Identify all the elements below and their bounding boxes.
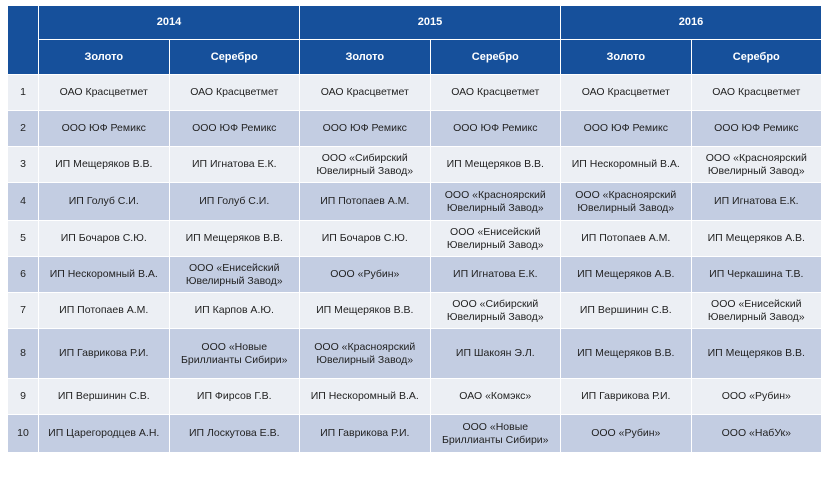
metal-header-silver: Серебро: [168, 39, 301, 75]
rank-column-header: [7, 5, 39, 75]
company-cell: ИП Нескоромный В.А.: [38, 256, 170, 293]
company-cell: ООО ЮФ Ремикс: [429, 110, 562, 147]
company-cell: ИП Бочаров С.Ю.: [299, 220, 431, 257]
table-row: 10 ИП Царегородцев А.Н. ИП Лоскутова Е.В. И…: [7, 414, 823, 453]
company-cell: ООО «Рубин»: [690, 378, 823, 415]
company-cell: ОАО Красцветмет: [429, 74, 562, 111]
metal-header-gold: Золото: [38, 39, 170, 75]
company-cell: ИП Мещеряков В.В.: [168, 220, 301, 257]
company-cell: ИП Шакоян Э.Л.: [429, 328, 562, 379]
rank-number-cell: 9: [7, 378, 39, 415]
metal-header-silver: Серебро: [690, 39, 823, 75]
company-cell: ООО «Красноярский Ювелирный Завод»: [299, 328, 431, 379]
company-cell: ООО «Енисейский Ювелирный Завод»: [429, 220, 562, 257]
company-cell: ОАО Красцветмет: [690, 74, 823, 111]
company-cell: ООО «Рубин»: [299, 256, 431, 293]
company-cell: ИП Карпов А.Ю.: [168, 292, 301, 329]
company-cell: ОАО «Комэкс»: [429, 378, 562, 415]
company-cell: ИП Игнатова Е.К.: [429, 256, 562, 293]
company-cell: ИП Фирсов Г.В.: [168, 378, 301, 415]
company-cell: ООО ЮФ Ремикс: [168, 110, 301, 147]
table-row: 7 ИП Потопаев А.М. ИП Карпов А.Ю. ИП Мещеря…: [7, 292, 823, 329]
company-cell: ИП Мещеряков А.В.: [560, 256, 692, 293]
company-cell: ООО «Рубин»: [560, 414, 692, 453]
company-cell: ИП Игнатова Е.К.: [168, 146, 301, 183]
company-cell: ООО «Сибирский Ювелирный Завод»: [429, 292, 562, 329]
company-cell: ИП Гаврикова Р.И.: [560, 378, 692, 415]
company-cell: ОАО Красцветмет: [38, 74, 170, 111]
table-header: 2014 2015 2016 Золото Серебро Золото Сер…: [7, 5, 823, 75]
company-cell: ИП Потопаев А.М.: [38, 292, 170, 329]
company-cell: ООО «Новые Бриллианты Сибири»: [429, 414, 562, 453]
company-cell: ООО «Новые Бриллианты Сибири»: [168, 328, 301, 379]
rank-number-cell: 7: [7, 292, 39, 329]
company-cell: ИП Мещеряков В.В.: [299, 292, 431, 329]
company-cell: ООО «НабУк»: [690, 414, 823, 453]
company-cell: ООО ЮФ Ремикс: [560, 110, 692, 147]
metal-header-gold: Золото: [299, 39, 431, 75]
company-cell: ИП Потопаев А.М.: [560, 220, 692, 257]
rank-number-cell: 3: [7, 146, 39, 183]
company-cell: ОАО Красцветмет: [168, 74, 301, 111]
company-cell: ИП Мещеряков А.В.: [690, 220, 823, 257]
company-cell: ИП Бочаров С.Ю.: [38, 220, 170, 257]
table-row: 4 ИП Голуб С.И. ИП Голуб С.И. ИП Потопаев А…: [7, 182, 823, 221]
company-cell: ИП Нескоромный В.А.: [299, 378, 431, 415]
table-body: 1 ОАО Красцветмет ОАО Красцветмет ОАО Красц…: [7, 74, 823, 453]
company-cell: ООО «Сибирский Ювелирный Завод»: [299, 146, 431, 183]
rank-number-cell: 2: [7, 110, 39, 147]
rank-number-cell: 6: [7, 256, 39, 293]
company-cell: ИП Лоскутова Е.В.: [168, 414, 301, 453]
rank-number-cell: 10: [7, 414, 39, 453]
year-header-2015: 2015: [299, 5, 562, 40]
rank-number-cell: 5: [7, 220, 39, 257]
company-cell: ООО «Красноярский Ювелирный Завод»: [560, 182, 692, 221]
company-cell: ИП Мещеряков В.В.: [560, 328, 692, 379]
company-cell: ИП Вершинин С.В.: [560, 292, 692, 329]
year-header-2014: 2014: [37, 5, 301, 40]
company-cell: ИП Потопаев А.М.: [299, 182, 431, 221]
company-cell: ИП Гаврикова Р.И.: [38, 328, 170, 379]
table-row: 1 ОАО Красцветмет ОАО Красцветмет ОАО Красц…: [7, 74, 823, 111]
company-cell: ИП Игнатова Е.К.: [690, 182, 823, 221]
metal-header-row: Золото Серебро Золото Серебро Золото Сер…: [8, 39, 823, 75]
company-cell: ООО «Красноярский Ювелирный Завод»: [690, 146, 823, 183]
company-cell: ОАО Красцветмет: [560, 74, 692, 111]
table-row: 8 ИП Гаврикова Р.И. ООО «Новые Бриллианты …: [7, 328, 823, 379]
rank-number-cell: 4: [7, 182, 39, 221]
rank-number-cell: 1: [7, 74, 39, 111]
company-cell: ООО «Красноярский Ювелирный Завод»: [429, 182, 562, 221]
table-row: 9 ИП Вершинин С.В. ИП Фирсов Г.В. ИП Нескор…: [7, 378, 823, 415]
company-cell: ИП Мещеряков В.В.: [429, 146, 562, 183]
rank-number-cell: 8: [7, 328, 39, 379]
table-row: 3 ИП Мещеряков В.В. ИП Игнатова Е.К. ООО «С…: [7, 146, 823, 183]
company-cell: ООО ЮФ Ремикс: [299, 110, 431, 147]
ranking-table: 2014 2015 2016 Золото Серебро Золото Сер…: [7, 5, 823, 453]
company-cell: ОАО Красцветмет: [299, 74, 431, 111]
company-cell: ИП Голуб С.И.: [168, 182, 301, 221]
metal-header-silver: Серебро: [429, 39, 562, 75]
company-cell: ИП Голуб С.И.: [38, 182, 170, 221]
company-cell: ИП Мещеряков В.В.: [38, 146, 170, 183]
company-cell: ИП Гаврикова Р.И.: [299, 414, 431, 453]
table-row: 2 ООО ЮФ Ремикс ООО ЮФ Ремикс ООО ЮФ Ремикс…: [7, 110, 823, 147]
year-header-2016: 2016: [560, 5, 823, 40]
year-header-row: 2014 2015 2016: [7, 5, 823, 75]
company-cell: ООО ЮФ Ремикс: [690, 110, 823, 147]
company-cell: ИП Вершинин С.В.: [38, 378, 170, 415]
company-cell: ИП Царегородцев А.Н.: [38, 414, 170, 453]
company-cell: ИП Черкашина Т.В.: [690, 256, 823, 293]
table-row: 6 ИП Нескоромный В.А. ООО «Енисейский Ювел…: [7, 256, 823, 293]
company-cell: ИП Нескоромный В.А.: [560, 146, 692, 183]
table-row: 5 ИП Бочаров С.Ю. ИП Мещеряков В.В. ИП Боча…: [7, 220, 823, 257]
company-cell: ООО ЮФ Ремикс: [38, 110, 170, 147]
company-cell: ООО «Енисейский Ювелирный Завод»: [690, 292, 823, 329]
company-cell: ИП Мещеряков В.В.: [690, 328, 823, 379]
company-cell: ООО «Енисейский Ювелирный Завод»: [168, 256, 301, 293]
metal-header-gold: Золото: [560, 39, 692, 75]
